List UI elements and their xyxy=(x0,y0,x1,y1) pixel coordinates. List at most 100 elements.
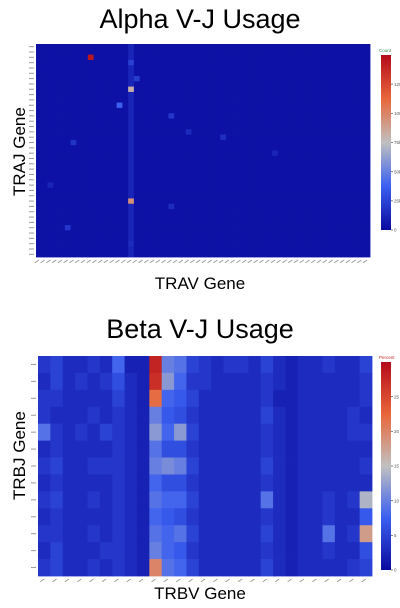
heatmap-cell xyxy=(295,107,302,114)
heatmap-cell xyxy=(312,65,319,72)
heatmap-cell xyxy=(329,118,336,125)
heatmap-cell xyxy=(41,198,48,205)
heatmap-cell xyxy=(179,235,187,242)
heatmap-cell xyxy=(105,44,112,50)
heatmap-cell xyxy=(41,155,48,162)
heatmap-cell xyxy=(358,203,365,210)
heatmap-cell xyxy=(186,440,200,458)
heatmap-cell xyxy=(358,182,365,189)
colorbar-tick-label: 125k xyxy=(394,82,400,87)
colorbar-title: Count xyxy=(379,48,392,53)
heatmap-cell xyxy=(237,49,244,56)
heatmap-cell xyxy=(364,145,371,151)
heatmap-cell xyxy=(145,187,152,194)
heatmap-cell xyxy=(110,81,118,88)
heatmap-cell xyxy=(341,235,348,242)
heatmap-cell xyxy=(133,209,141,215)
x-tick-mark xyxy=(224,259,230,264)
heatmap-cell xyxy=(235,525,249,543)
heatmap-cell xyxy=(41,54,48,61)
heatmap-cell xyxy=(214,161,221,167)
heatmap-cell xyxy=(133,219,141,226)
heatmap-cell xyxy=(323,182,331,189)
heatmap-cell xyxy=(203,134,210,141)
heatmap-cell xyxy=(312,102,319,109)
heatmap-cell xyxy=(312,219,319,226)
heatmap-cell xyxy=(87,65,94,72)
heatmap-cell xyxy=(87,356,101,374)
heatmap-cell xyxy=(306,182,313,189)
heatmap-cell xyxy=(323,193,331,199)
heatmap-cell xyxy=(162,166,169,173)
heatmap-cell xyxy=(53,145,60,151)
heatmap-cell xyxy=(297,372,311,391)
heatmap-cell xyxy=(289,129,296,135)
heatmap-cell xyxy=(237,241,244,247)
heatmap-cell xyxy=(76,177,83,183)
x-tick-mark xyxy=(262,578,268,583)
heatmap-cell xyxy=(358,225,365,231)
heatmap-cell xyxy=(162,134,169,141)
heatmap-cell xyxy=(53,182,60,189)
heatmap-cell xyxy=(76,81,83,88)
y-tick-mark xyxy=(31,482,36,484)
heatmap-cell xyxy=(151,219,158,226)
heatmap-cell xyxy=(191,182,198,189)
heatmap-cell xyxy=(64,198,71,205)
heatmap-cell xyxy=(295,182,302,189)
heatmap-cell xyxy=(254,107,261,114)
heatmap-cell xyxy=(358,214,365,221)
heatmap-cell xyxy=(185,155,192,162)
heatmap-cell xyxy=(99,230,106,237)
heatmap-cell xyxy=(266,166,273,173)
alpha-x-axis-label: TRAV Gene xyxy=(154,274,246,293)
heatmap-cell xyxy=(323,91,331,98)
heatmap-cell xyxy=(312,230,319,237)
heatmap-cell xyxy=(133,65,141,72)
heatmap-cell xyxy=(133,182,141,189)
heatmap-cell xyxy=(179,150,187,157)
heatmap-cell xyxy=(99,113,106,119)
heatmap-cell xyxy=(168,214,175,221)
heatmap-cell xyxy=(156,209,164,215)
heatmap-cell xyxy=(208,214,215,221)
heatmap-cell xyxy=(312,155,319,162)
heatmap-cell xyxy=(122,155,129,162)
x-tick-mark xyxy=(218,259,224,264)
heatmap-cell xyxy=(254,49,261,56)
x-tick-mark xyxy=(178,259,184,264)
heatmap-cell xyxy=(223,440,237,458)
heatmap-cell xyxy=(214,225,221,231)
heatmap-cell xyxy=(272,235,279,242)
heatmap-cell xyxy=(128,241,135,247)
y-tick-mark xyxy=(29,152,34,154)
x-tick-mark xyxy=(264,259,270,264)
heatmap-cell xyxy=(318,251,325,258)
y-tick-mark xyxy=(29,237,34,239)
heatmap-cell xyxy=(198,491,212,509)
heatmap-cell xyxy=(145,177,152,183)
heatmap-cell xyxy=(220,187,227,194)
heatmap-cell xyxy=(64,44,71,50)
heatmap-cell xyxy=(208,65,215,72)
heatmap-cell xyxy=(341,187,348,194)
colorbar-tick-label: 10 xyxy=(394,498,400,503)
heatmap-cell xyxy=(70,219,77,226)
heatmap-cell xyxy=(133,70,141,77)
heatmap-cell xyxy=(136,356,150,374)
heatmap-cell xyxy=(306,129,313,135)
heatmap-cell xyxy=(285,457,299,475)
heatmap-cell xyxy=(93,81,100,88)
heatmap-cell xyxy=(122,219,129,226)
heatmap-cell xyxy=(260,457,274,475)
heatmap-cell xyxy=(112,474,125,492)
heatmap-cell xyxy=(289,49,296,56)
heatmap-cell xyxy=(110,59,118,66)
heatmap-cell xyxy=(93,118,100,125)
heatmap-cell xyxy=(168,203,175,210)
heatmap-cell xyxy=(36,182,43,189)
heatmap-cell xyxy=(191,225,198,231)
heatmap-cell xyxy=(231,230,238,237)
heatmap-cell xyxy=(203,198,210,205)
heatmap-cell xyxy=(162,145,169,151)
